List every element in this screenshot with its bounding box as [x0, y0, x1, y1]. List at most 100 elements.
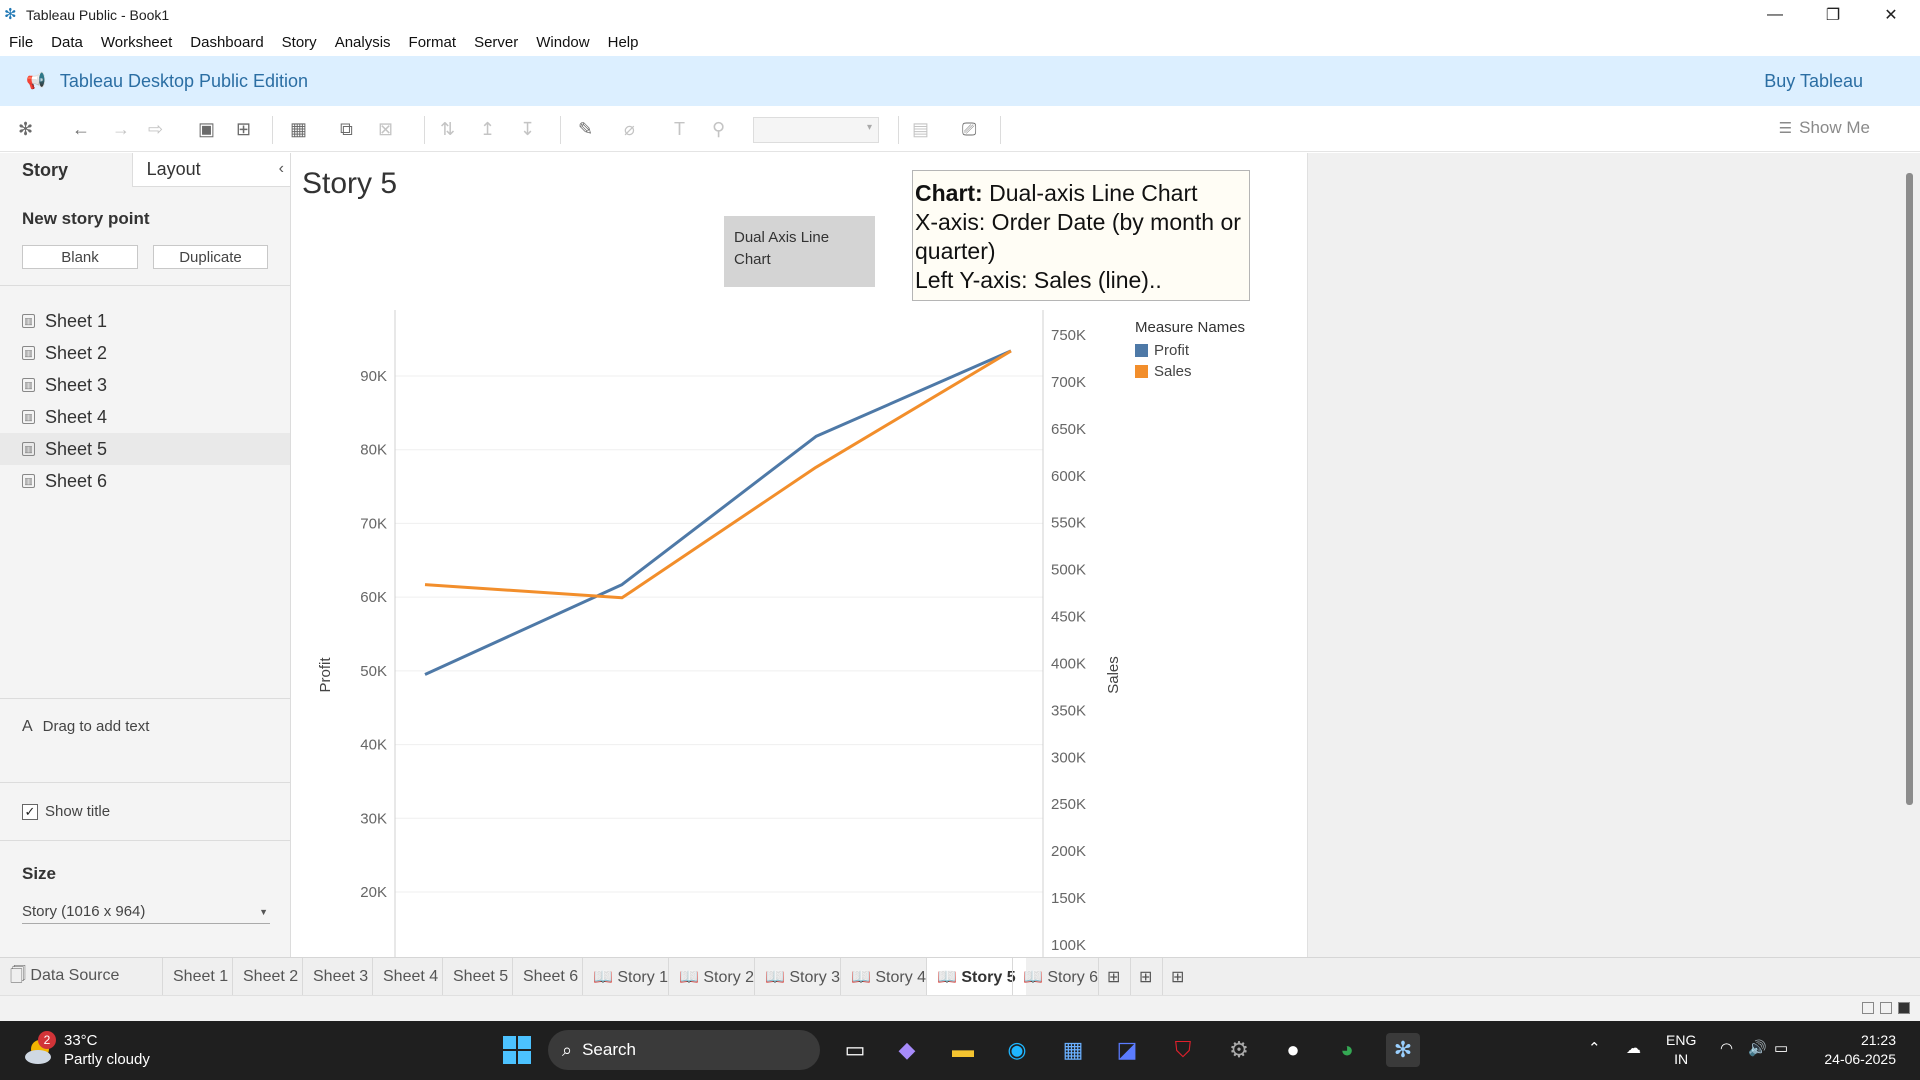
view-filmstrip-icon[interactable]	[1898, 1002, 1910, 1014]
list-item[interactable]: ▥ Sheet 5	[0, 433, 290, 465]
battery-icon[interactable]: ▭	[1774, 1040, 1789, 1057]
search-icon: ⌕	[562, 1039, 573, 1060]
left-tick-label: 70K	[360, 515, 387, 532]
tableau-taskbar-icon[interactable]: ✻	[1386, 1033, 1420, 1067]
duplicate-button[interactable]: Duplicate	[153, 245, 268, 269]
menu-format[interactable]: Format	[408, 33, 457, 51]
github-icon[interactable]: ●	[1286, 1037, 1300, 1062]
view-tabs-icon[interactable]	[1862, 1002, 1874, 1014]
tab-sheet-1[interactable]: Sheet 1	[162, 958, 238, 996]
show-me-button[interactable]: ☰ Show Me	[1779, 118, 1870, 138]
restore-button[interactable]: ❐	[1825, 7, 1841, 24]
legend-item-sales[interactable]: Sales	[1135, 361, 1245, 382]
duplicate-sheet-icon[interactable]: ⧉	[340, 118, 353, 139]
fix-axes-icon[interactable]: ⚲	[712, 118, 726, 139]
list-item[interactable]: ▥ Sheet 2	[0, 337, 290, 369]
new-story-tab-icon[interactable]: ⊞	[1162, 958, 1192, 996]
sheet-label: Sheet 1	[45, 310, 108, 331]
wifi-icon[interactable]: ◠	[1720, 1040, 1734, 1057]
tab-sheet-5[interactable]: Sheet 5	[442, 958, 518, 996]
copilot-icon[interactable]: ◆	[898, 1037, 916, 1062]
menu-help[interactable]: Help	[607, 33, 639, 51]
list-item[interactable]: ▥ Sheet 6	[0, 465, 290, 497]
highlight-icon[interactable]: ✎	[578, 118, 594, 139]
file-explorer-icon[interactable]: ▬	[952, 1037, 974, 1062]
volume-icon[interactable]: 🔊	[1748, 1040, 1767, 1057]
list-item[interactable]: ▥ Sheet 3	[0, 369, 290, 401]
new-dashboard-tab-icon[interactable]: ⊞	[1130, 958, 1160, 996]
tab-story-2[interactable]: 📖 Story 2	[668, 958, 764, 996]
show-cards-icon[interactable]: ▤	[912, 118, 930, 139]
menu-server[interactable]: Server	[474, 33, 519, 51]
edition-label: Tableau Desktop Public Edition	[59, 70, 309, 91]
show-hidden-icons-icon[interactable]: ⌃	[1588, 1040, 1601, 1057]
weather-widget[interactable]: 2 33°C Partly cloudy	[24, 1031, 150, 1069]
tab-layout[interactable]: Layout	[131, 153, 290, 187]
menu-story[interactable]: Story	[281, 33, 317, 51]
task-view-icon[interactable]: ▭	[844, 1037, 866, 1062]
tab-story-1[interactable]: 📖 Story 1	[582, 958, 678, 996]
tab-story-5[interactable]: 📖 Story 5	[926, 958, 1026, 996]
sort-ascending-icon[interactable]: ↥	[480, 118, 496, 139]
presentation-mode-icon[interactable]: ⎚	[962, 118, 977, 139]
tab-story-6[interactable]: 📖 Story 6	[1012, 958, 1108, 996]
onedrive-icon[interactable]: ☁	[1626, 1040, 1641, 1057]
list-item[interactable]: ▥ Sheet 1	[0, 305, 290, 337]
clear-sheet-icon[interactable]: ⊠	[378, 118, 394, 139]
minimize-button[interactable]: —	[1767, 6, 1783, 23]
tab-story-4[interactable]: 📖 Story 4	[840, 958, 936, 996]
sort-descending-icon[interactable]: ↧	[520, 118, 536, 139]
taskbar-search[interactable]: ⌕ Search	[548, 1030, 820, 1070]
add-data-source-icon[interactable]: ⊞	[236, 118, 252, 139]
tab-story-3[interactable]: 📖 Story 3	[754, 958, 850, 996]
legend-item-profit[interactable]: Profit	[1135, 340, 1245, 361]
tab-sheet-4[interactable]: Sheet 4	[372, 958, 448, 996]
clock[interactable]: 21:23 24-06-2025	[1824, 1031, 1896, 1069]
size-dropdown[interactable]: Story (1016 x 964) ▼	[22, 900, 270, 924]
new-worksheet-tab-icon[interactable]: ⊞	[1098, 958, 1128, 996]
menu-data[interactable]: Data	[51, 33, 83, 51]
store-icon[interactable]: ▦	[1062, 1037, 1084, 1062]
view-sorter-icon[interactable]	[1880, 1002, 1892, 1014]
group-members-icon[interactable]: ⌀	[624, 118, 635, 139]
menu-worksheet[interactable]: Worksheet	[100, 33, 173, 51]
tab-sheet-6[interactable]: Sheet 6	[512, 958, 588, 996]
mcafee-icon[interactable]: ⛉	[1174, 1037, 1192, 1062]
collapse-sidebar-icon[interactable]: ‹	[278, 160, 284, 177]
replay-icon[interactable]: ⇨	[148, 118, 164, 139]
annotation-box[interactable]: Chart: Dual-axis Line Chart X-axis: Orde…	[912, 170, 1250, 301]
app-icon[interactable]: ◪	[1116, 1037, 1138, 1062]
new-worksheet-icon[interactable]: ▦	[290, 118, 308, 139]
tableau-logo-icon[interactable]: ✻	[18, 118, 34, 139]
chrome-icon[interactable]: ◕	[1340, 1037, 1354, 1062]
settings-icon[interactable]: ⚙	[1229, 1037, 1249, 1062]
story-point-caption[interactable]: Dual Axis Line Chart	[724, 216, 875, 287]
drag-to-add-text[interactable]: A Drag to add text	[22, 718, 149, 736]
save-icon[interactable]: ▣	[198, 118, 216, 139]
edge-icon[interactable]: ◉	[1007, 1037, 1027, 1062]
redo-icon[interactable]: →	[112, 118, 130, 139]
close-button[interactable]: ✕	[1884, 7, 1898, 24]
list-item[interactable]: ▥ Sheet 4	[0, 401, 290, 433]
menu-dashboard[interactable]: Dashboard	[190, 33, 264, 51]
swap-axes-icon[interactable]: ⇅	[440, 118, 456, 139]
vertical-scrollbar[interactable]	[1906, 173, 1913, 805]
menu-analysis[interactable]: Analysis	[334, 33, 391, 51]
buy-tableau-link[interactable]: Buy Tableau	[1764, 70, 1863, 91]
tab-sheet-2[interactable]: Sheet 2	[232, 958, 308, 996]
tab-story[interactable]: Story	[0, 153, 132, 187]
fit-dropdown[interactable]: ▾	[753, 117, 879, 143]
start-icon[interactable]	[500, 1033, 534, 1067]
right-tick-label: 750K	[1051, 327, 1086, 344]
show-title-checkbox[interactable]: ✓ Show title	[22, 803, 110, 820]
show-mark-labels-icon[interactable]: T	[674, 118, 685, 139]
data-source-tab[interactable]: 🗍 Data Source	[10, 966, 120, 984]
legend-label: Profit	[1154, 342, 1190, 359]
right-tick-label: 350K	[1051, 702, 1086, 719]
tab-sheet-3[interactable]: Sheet 3	[302, 958, 378, 996]
blank-button[interactable]: Blank	[22, 245, 138, 269]
menu-file[interactable]: File	[9, 33, 34, 51]
language-indicator[interactable]: ENG IN	[1666, 1031, 1696, 1069]
menu-window[interactable]: Window	[536, 33, 590, 51]
undo-icon[interactable]: ←	[72, 118, 90, 139]
